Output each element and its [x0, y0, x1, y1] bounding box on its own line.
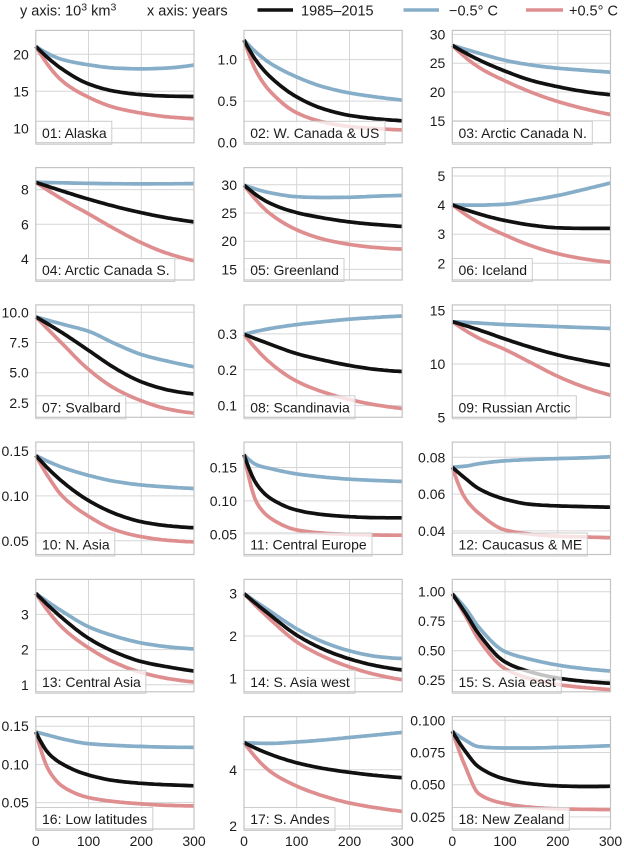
svg-text:20: 20	[430, 84, 446, 100]
svg-text:7.5: 7.5	[9, 335, 29, 351]
svg-text:30: 30	[430, 26, 446, 42]
svg-text:5: 5	[438, 168, 446, 184]
svg-text:15: 15	[221, 261, 237, 277]
svg-text:17: S. Andes: 17: S. Andes	[250, 811, 329, 827]
svg-text:14: S. Asia west: 14: S. Asia west	[250, 674, 350, 690]
svg-text:05: Greenland: 05: Greenland	[250, 262, 339, 278]
svg-text:100: 100	[285, 833, 309, 849]
svg-text:0.05: 0.05	[2, 533, 29, 549]
svg-text:3: 3	[21, 606, 29, 622]
svg-text:−0.5° C: −0.5° C	[449, 4, 498, 20]
svg-text:0: 0	[448, 833, 456, 849]
svg-text:1985–2015: 1985–2015	[301, 4, 374, 20]
svg-text:11: Central Europe: 11: Central Europe	[250, 537, 367, 553]
svg-text:5: 5	[438, 410, 446, 426]
svg-text:0: 0	[240, 833, 248, 849]
svg-text:1.00: 1.00	[418, 584, 445, 600]
svg-text:2: 2	[438, 255, 446, 271]
svg-text:0.10: 0.10	[2, 488, 29, 504]
svg-text:0.2: 0.2	[218, 362, 238, 378]
svg-text:15: 15	[13, 83, 29, 99]
svg-text:2: 2	[229, 628, 237, 644]
svg-text:300: 300	[182, 833, 206, 849]
svg-text:18: New Zealand: 18: New Zealand	[459, 811, 565, 827]
svg-text:200: 200	[130, 833, 154, 849]
svg-text:20: 20	[13, 46, 29, 62]
svg-text:10.0: 10.0	[2, 304, 29, 320]
svg-text:0.100: 0.100	[410, 712, 445, 728]
svg-text:0.75: 0.75	[418, 613, 445, 629]
svg-text:30: 30	[221, 177, 237, 193]
svg-text:07: Svalbard: 07: Svalbard	[42, 400, 121, 416]
svg-text:4: 4	[21, 251, 29, 267]
svg-text:09: Russian Arctic: 09: Russian Arctic	[459, 400, 571, 416]
svg-text:0: 0	[32, 833, 40, 849]
svg-text:200: 200	[546, 833, 570, 849]
svg-text:300: 300	[391, 833, 415, 849]
svg-text:04: Arctic Canada S.: 04: Arctic Canada S.	[42, 262, 170, 278]
svg-text:3: 3	[229, 586, 237, 602]
svg-text:0.10: 0.10	[210, 493, 237, 509]
svg-text:03: Arctic Canada N.: 03: Arctic Canada N.	[459, 125, 587, 141]
svg-text:0.1: 0.1	[218, 398, 238, 414]
svg-text:2: 2	[229, 818, 237, 834]
svg-text:0.075: 0.075	[410, 745, 445, 761]
svg-text:4: 4	[229, 762, 237, 778]
svg-text:0.3: 0.3	[218, 326, 238, 342]
svg-text:2.5: 2.5	[9, 395, 29, 411]
svg-text:15: S. Asia east: 15: S. Asia east	[459, 674, 556, 690]
svg-text:12: Caucasus & ME: 12: Caucasus & ME	[459, 537, 583, 553]
svg-text:5.0: 5.0	[9, 365, 29, 381]
svg-text:15: 15	[430, 113, 446, 129]
svg-text:2: 2	[21, 642, 29, 658]
svg-text:25: 25	[430, 55, 446, 71]
svg-text:4: 4	[438, 197, 446, 213]
svg-text:0.06: 0.06	[418, 486, 445, 502]
svg-text:0.15: 0.15	[2, 718, 29, 734]
svg-text:+0.5° C: +0.5° C	[569, 4, 618, 20]
svg-text:25: 25	[221, 205, 237, 221]
svg-text:x axis: years: x axis: years	[147, 4, 228, 20]
svg-text:8: 8	[21, 182, 29, 198]
svg-text:06: Iceland: 06: Iceland	[459, 262, 528, 278]
svg-text:0.025: 0.025	[410, 809, 445, 825]
svg-text:10: 10	[430, 356, 446, 372]
svg-text:0.08: 0.08	[418, 449, 445, 465]
svg-text:20: 20	[221, 233, 237, 249]
svg-text:01: Alaska: 01: Alaska	[42, 125, 107, 141]
svg-text:0.05: 0.05	[2, 795, 29, 811]
svg-text:0.5: 0.5	[218, 93, 238, 109]
svg-text:300: 300	[599, 833, 623, 849]
svg-text:0.15: 0.15	[2, 443, 29, 459]
svg-text:0.04: 0.04	[418, 523, 445, 539]
svg-text:0.25: 0.25	[418, 672, 445, 688]
svg-text:15: 15	[430, 302, 446, 318]
svg-text:200: 200	[338, 833, 362, 849]
svg-text:10: N. Asia: 10: N. Asia	[42, 537, 110, 553]
svg-text:13: Central Asia: 13: Central Asia	[42, 674, 141, 690]
svg-text:100: 100	[77, 833, 101, 849]
svg-text:0.050: 0.050	[410, 777, 445, 793]
svg-text:10: 10	[13, 120, 29, 136]
svg-text:1.0: 1.0	[218, 52, 238, 68]
svg-text:3: 3	[438, 226, 446, 242]
svg-text:0.05: 0.05	[210, 526, 237, 542]
svg-text:0.0: 0.0	[218, 135, 238, 151]
svg-text:08: Scandinavia: 08: Scandinavia	[250, 400, 350, 416]
svg-text:1: 1	[229, 670, 237, 686]
svg-text:16: Low latitudes: 16: Low latitudes	[42, 811, 147, 827]
svg-text:0.50: 0.50	[418, 643, 445, 659]
svg-text:02: W. Canada & US: 02: W. Canada & US	[250, 125, 379, 141]
svg-text:6: 6	[21, 216, 29, 232]
svg-text:0.10: 0.10	[2, 756, 29, 772]
svg-text:0.15: 0.15	[210, 460, 237, 476]
svg-text:y axis: 103 km3: y axis: 103 km3	[20, 2, 116, 20]
svg-text:1: 1	[21, 677, 29, 693]
svg-text:100: 100	[493, 833, 517, 849]
